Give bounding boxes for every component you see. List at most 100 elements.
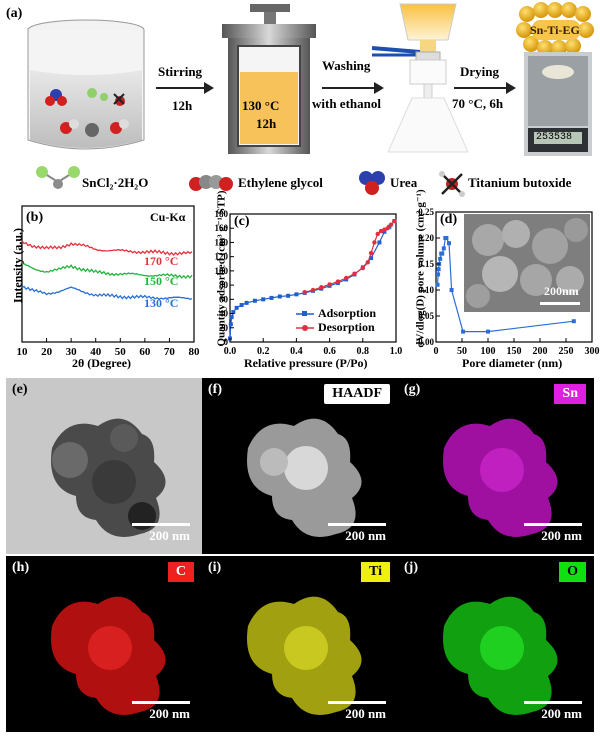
panel-c-label: (c) bbox=[234, 214, 250, 229]
xrd-series-label-170: 170 °C bbox=[144, 254, 179, 268]
isotherm-point bbox=[286, 293, 291, 298]
pore-size-point bbox=[486, 329, 490, 334]
step-washing-sub: with ethanol bbox=[312, 96, 381, 111]
c-scale-bar bbox=[132, 701, 190, 704]
isotherm-point bbox=[368, 250, 374, 256]
pore-size-x-tick-label: 250 bbox=[559, 346, 574, 357]
c-scale-label: 200 nm bbox=[149, 706, 190, 721]
panel-h-label: (h) bbox=[12, 560, 30, 575]
o-scale-bar bbox=[524, 701, 582, 704]
panel-g-label: (g) bbox=[404, 382, 421, 397]
isotherm-y-tick-label: 40 bbox=[219, 309, 229, 319]
ti-map-image: (i) Ti 200 nm bbox=[202, 556, 398, 732]
panel-a-label: (a) bbox=[6, 6, 23, 21]
xrd-x-tick-label: 60 bbox=[139, 346, 151, 358]
product-spheres-icon bbox=[516, 2, 594, 56]
isotherm-frame bbox=[229, 213, 397, 343]
legend-titanium-butoxide: Titanium butoxide bbox=[468, 175, 572, 190]
pore-size-x-axis-label: Pore diameter (nm) bbox=[462, 356, 563, 370]
pore-size-x-tick-label: 100 bbox=[481, 346, 496, 357]
pore-size-x-tick-label: 300 bbox=[585, 346, 600, 357]
ti-scale-label: 200 nm bbox=[345, 706, 386, 721]
xrd-x-tick-label: 40 bbox=[90, 346, 102, 358]
haadf-scale-label: 200 nm bbox=[345, 528, 386, 543]
xrd-radiation-label: Cu-Kα bbox=[150, 210, 186, 224]
ti-scale-bar bbox=[328, 701, 386, 704]
isotherm-point bbox=[261, 297, 266, 302]
ti-map-particle bbox=[247, 596, 362, 715]
tem-scale-label: 200 nm bbox=[149, 528, 190, 543]
panel-d-label: (d) bbox=[440, 212, 458, 227]
titanium-butoxide-molecule-icon bbox=[439, 171, 465, 197]
xrd-frame bbox=[21, 205, 195, 343]
pore-size-y-tick-label: 0.25 bbox=[418, 207, 434, 217]
pore-size-point bbox=[435, 282, 440, 287]
pore-size-x-tick-label: 150 bbox=[507, 346, 522, 357]
pore-size-x-tick-label: 0 bbox=[434, 346, 439, 357]
isotherm-x-axis-label: Relative pressure (P/Po) bbox=[244, 356, 368, 370]
isotherm-point bbox=[392, 218, 397, 224]
isotherm-point bbox=[360, 265, 365, 271]
step-drying-sub: 70 °C, 6h bbox=[452, 96, 504, 111]
sncl2-molecule-icon bbox=[36, 166, 80, 189]
pore-size-point bbox=[438, 256, 443, 261]
sn-map-image: (g) Sn 200 nm bbox=[398, 378, 594, 554]
isotherm-point bbox=[234, 305, 239, 310]
haadf-image: (f) HAADF 200 nm bbox=[202, 378, 398, 554]
panel-i-label: (i) bbox=[208, 560, 222, 575]
isotherm-point bbox=[352, 271, 357, 276]
isotherm-point bbox=[252, 298, 257, 303]
xrd-x-tick-label: 70 bbox=[164, 346, 176, 358]
isotherm-point bbox=[244, 300, 249, 305]
xrd-x-axis-label: 2θ (Degree) bbox=[72, 356, 132, 370]
isotherm-point bbox=[277, 294, 282, 299]
pore-size-y-tick-label: 0.10 bbox=[418, 285, 434, 295]
isotherm-x-tick-label: 0.6 bbox=[323, 346, 336, 357]
c-tag: C bbox=[167, 562, 194, 582]
panel-j-label: (j) bbox=[404, 560, 418, 575]
balance-photo bbox=[524, 52, 592, 156]
pore-size-point bbox=[436, 272, 441, 277]
isotherm-x-tick-label: 0.2 bbox=[257, 346, 270, 357]
step-washing: Washing bbox=[322, 58, 371, 73]
isotherm-point bbox=[375, 231, 380, 237]
isotherm-point bbox=[385, 226, 390, 231]
tem-image: (e) 200 nm bbox=[6, 378, 202, 554]
pore-size-y-tick-label: 0.05 bbox=[418, 311, 434, 321]
isotherm-point bbox=[239, 303, 244, 308]
haadf-particle bbox=[247, 418, 362, 537]
autoclave-icon bbox=[222, 4, 316, 154]
c-map-particle bbox=[51, 596, 166, 715]
isotherm-y-tick-label: 60 bbox=[219, 294, 229, 304]
tem-scale-bar bbox=[132, 523, 190, 526]
c-map-image: (h) C 200 nm bbox=[6, 556, 202, 732]
step-stirring: Stirring bbox=[158, 64, 203, 79]
legend-desorption: Desorption bbox=[318, 320, 375, 334]
isotherm-y-tick-label: 80 bbox=[219, 280, 229, 290]
o-map-particle bbox=[443, 596, 558, 715]
pore-size-point bbox=[440, 251, 445, 256]
isotherm-x-tick-label: 0.0 bbox=[224, 346, 237, 357]
xrd-x-tick-label: 30 bbox=[66, 346, 78, 358]
isotherm-point bbox=[319, 285, 324, 290]
isotherm-y-tick-label: 140 bbox=[215, 237, 229, 247]
urea-molecule-icon bbox=[359, 171, 385, 195]
isotherm-point bbox=[231, 310, 236, 315]
ethylene-glycol-molecule-icon bbox=[189, 175, 233, 191]
o-scale-label: 200 nm bbox=[541, 706, 582, 721]
sem-inset-scale: 200nm bbox=[544, 284, 579, 298]
filtration-funnel-icon bbox=[371, 3, 469, 153]
xrd-y-axis-label: Intensity (a.u.) bbox=[10, 228, 25, 304]
panel-e-label: (e) bbox=[12, 382, 28, 397]
o-tag: O bbox=[559, 562, 586, 582]
isotherm-point bbox=[335, 279, 341, 284]
isotherm-point bbox=[294, 292, 299, 297]
haadf-tag: HAADF bbox=[324, 384, 390, 404]
step-stirring-time: 12h bbox=[172, 98, 193, 113]
sem-inset-particles bbox=[466, 218, 588, 308]
step-drying: Drying bbox=[460, 64, 499, 79]
isotherm-y-tick-label: 100 bbox=[215, 266, 229, 276]
isotherm-point bbox=[369, 256, 374, 261]
xrd-series-label-150: 150 °C bbox=[144, 274, 179, 288]
pore-size-point bbox=[449, 288, 454, 292]
